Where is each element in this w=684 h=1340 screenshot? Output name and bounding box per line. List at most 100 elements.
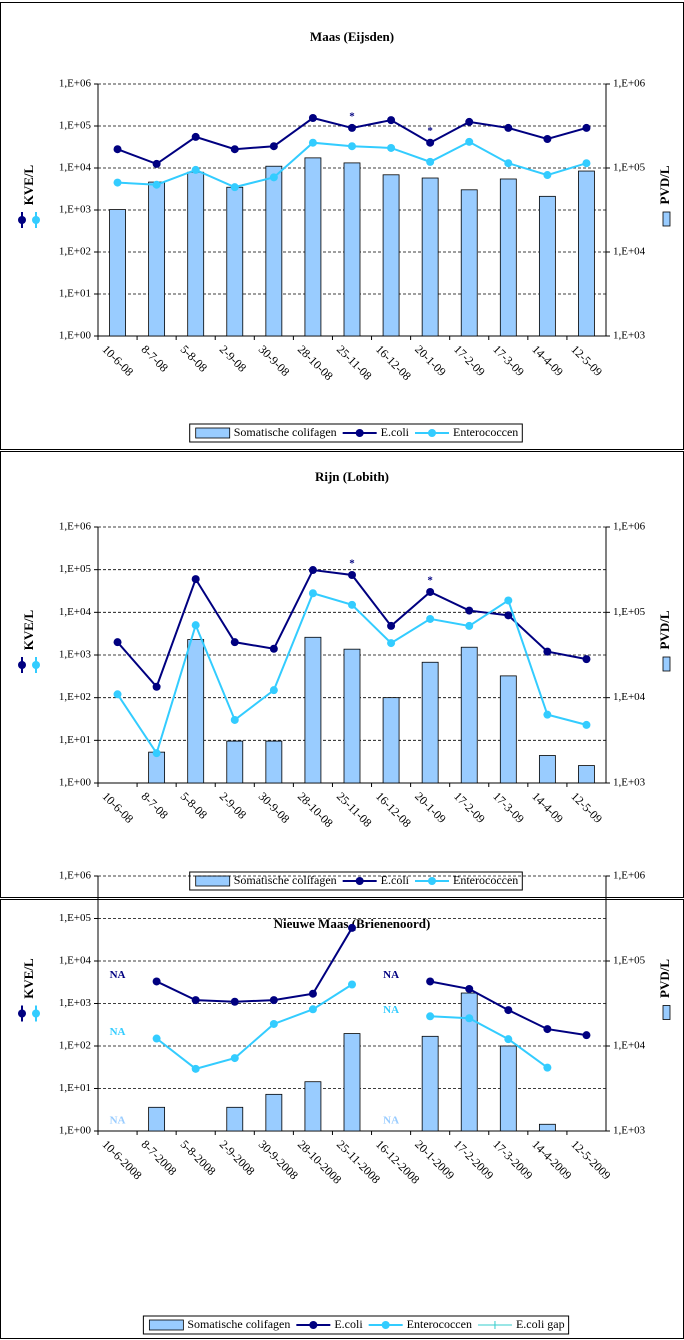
marker — [269, 173, 278, 182]
legend-label: E.coli — [334, 1317, 363, 1331]
x-tick-label: 2-9-2008 — [217, 1137, 258, 1178]
bar — [226, 1106, 244, 1132]
chart: Rijn (Lobith) 1,E+00 1,E+01 1,E+02 1,E+03 1,E… — [0, 451, 684, 898]
annotation: NA — [110, 1115, 126, 1127]
y-tick-label: 1,E+01 — [59, 288, 91, 300]
x-tick-label: 8-7-08 — [139, 342, 172, 375]
y2-tick-label: 1,E+05 — [613, 955, 646, 967]
x-tick-label: 14-4-09 — [529, 342, 566, 379]
line — [156, 927, 587, 1037]
marker — [113, 638, 122, 647]
y2-tick-label: 1,E+04 — [613, 246, 646, 258]
legend: Somatische colifagen E.coli Enterococcen E.… — [142, 1315, 570, 1335]
x-tick-label: 28-10-08 — [295, 789, 336, 830]
y2-axis-label: PVD/L — [657, 610, 672, 649]
legend-label: Somatische colifagen — [234, 873, 337, 887]
bar — [304, 636, 322, 784]
y-tick-label: 1,E+00 — [59, 1125, 92, 1137]
marker — [348, 123, 356, 132]
y2-axis-label: PVD/L — [657, 165, 672, 204]
x-tick-label: 25-11-08 — [334, 342, 375, 383]
marker — [230, 145, 239, 154]
y2-tick-label: 1,E+04 — [613, 1040, 646, 1052]
marker — [543, 647, 552, 656]
chart: Nieuwe Maas (Brienenoord) 1,E+00 1,E+01 1,E… — [0, 870, 684, 1339]
y2-tick-label: 1,E+05 — [613, 162, 646, 174]
marker — [504, 159, 513, 168]
y-tick-label: 1,E+01 — [59, 1082, 91, 1094]
marker — [582, 1031, 591, 1040]
bar — [226, 186, 244, 337]
legend-item: Somatische colifagen — [148, 1317, 290, 1331]
marker — [465, 984, 474, 993]
line — [156, 983, 548, 1070]
marker — [348, 570, 356, 579]
bar — [499, 178, 517, 337]
y-axis-label: KVE/L — [21, 609, 36, 650]
bar — [109, 209, 126, 337]
annotation: * — [427, 575, 433, 587]
legend-label: Enterococcen — [407, 1317, 472, 1331]
x-tick-label: 17-2-2009 — [451, 1137, 496, 1182]
marker — [152, 977, 161, 986]
y-tick-label: 1,E+02 — [59, 691, 91, 703]
legend: Somatische colifagen E.coli Enterococcen — [189, 423, 523, 443]
x-tick-label: 2-9-08 — [217, 342, 250, 375]
marker — [18, 1009, 26, 1018]
x-tick-label: 5-8-08 — [178, 789, 211, 822]
bar — [538, 195, 556, 337]
bar — [343, 1033, 361, 1132]
bar — [538, 1123, 556, 1132]
axis-key — [662, 1005, 671, 1020]
marker — [582, 159, 591, 168]
legend-label: E.coli gap — [516, 1317, 565, 1331]
bar — [265, 165, 283, 337]
y2-tick-label: 1,E+06 — [613, 870, 646, 882]
marker — [543, 135, 552, 144]
marker — [32, 661, 40, 669]
marker — [426, 138, 435, 147]
legend-item: Somatische colifagen — [195, 425, 337, 439]
marker — [32, 1009, 40, 1018]
x-tick-label: 17-2-09 — [451, 342, 488, 379]
marker — [308, 589, 317, 598]
annotation: NA — [383, 969, 399, 981]
marker — [428, 877, 436, 885]
x-tick-label: 17-3-2009 — [490, 1137, 535, 1182]
x-tick-label: 8-7-08 — [139, 789, 172, 822]
x-tick-label: 20-1-09 — [412, 342, 449, 379]
x-tick-label: 5-8-08 — [178, 342, 211, 375]
marker — [152, 1034, 161, 1043]
y2-tick-label: 1,E+03 — [613, 777, 646, 789]
annotation: * — [349, 558, 355, 570]
annotation: * — [427, 125, 433, 137]
legend-swatch — [195, 875, 231, 887]
y-tick-label: 1,E+05 — [59, 120, 92, 132]
x-tick-label: 2-9-08 — [217, 789, 250, 822]
legend-item: E.coli — [342, 873, 410, 887]
x-tick-label: 10-6-08 — [99, 789, 136, 826]
marker — [465, 137, 474, 146]
marker — [490, 1321, 499, 1329]
legend-label: Enterococcen — [453, 425, 518, 439]
marker — [152, 749, 161, 758]
bar — [148, 181, 166, 337]
marker — [230, 1054, 239, 1063]
marker — [504, 123, 513, 132]
panel-frame — [0, 451, 684, 898]
marker — [543, 1063, 552, 1072]
marker — [269, 142, 278, 151]
x-tick-label: 30-9-2008 — [256, 1137, 301, 1182]
legend-swatch — [148, 1319, 184, 1331]
marker — [348, 142, 356, 151]
marker — [387, 621, 396, 630]
marker — [269, 644, 278, 653]
y2-tick-label: 1,E+03 — [613, 1125, 646, 1137]
marker — [426, 977, 435, 986]
bar — [343, 162, 361, 337]
y2-tick-label: 1,E+04 — [613, 691, 646, 703]
x-tick-label: 12-5-2009 — [568, 1137, 613, 1182]
marker — [113, 178, 122, 187]
marker — [269, 1019, 278, 1028]
bar — [382, 697, 400, 784]
